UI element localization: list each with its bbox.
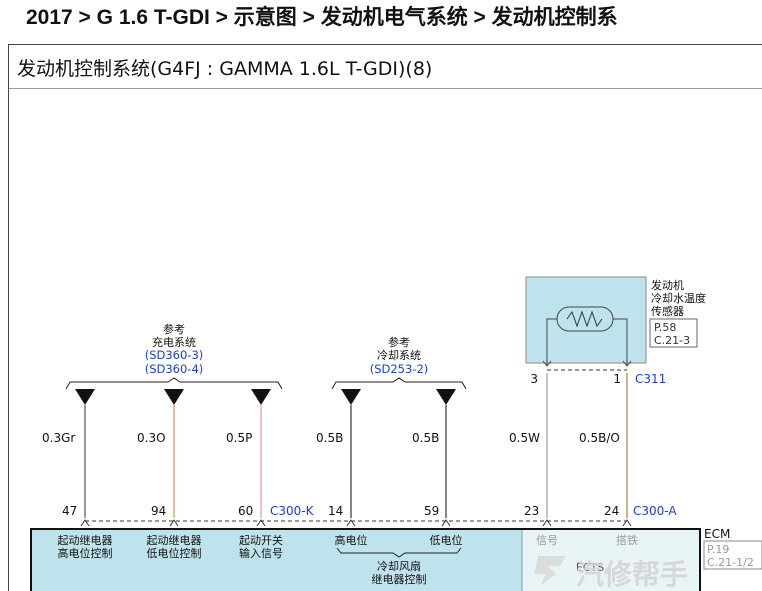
ecm-pin-47-chevron xyxy=(80,519,90,527)
sensor-name-line-3: 传感器 xyxy=(651,305,684,318)
ecm-func-60-line-2: 输入信号 xyxy=(239,546,283,560)
sensor-page: P.58 xyxy=(654,321,676,334)
wire-47-triangle xyxy=(75,389,95,405)
fan-relay-bracket xyxy=(336,547,462,558)
ecm-func-60-line-1: 起动开关 xyxy=(239,533,283,547)
sensor-section: C.21-3 xyxy=(654,334,690,347)
ecm-pin-24-chevron xyxy=(622,519,632,527)
sensor-internal-left xyxy=(546,318,557,366)
wire-14-label: 0.5B xyxy=(316,431,343,445)
ecm-pin-94-chevron xyxy=(169,519,179,527)
diagram-frame xyxy=(8,44,762,591)
ecm-pin-60-chevron xyxy=(256,519,266,527)
watermark-text: 汽修帮手 xyxy=(576,558,688,591)
wire-60-label: 0.5P xyxy=(226,431,252,445)
cooling-ref-link[interactable]: (SD253-2) xyxy=(370,362,429,376)
sensor-name-line-1: 发动机 xyxy=(651,278,684,292)
sensor-internal-right xyxy=(613,318,628,366)
ecm-func-fan-line-1: 冷却风扇 xyxy=(377,559,421,573)
ecm-func-14: 高电位 xyxy=(335,533,368,547)
ecm-pin-23: 23 xyxy=(524,504,539,518)
wire-60-triangle xyxy=(251,389,271,405)
charging-ref-label: 参考 xyxy=(163,322,185,336)
sensor-pin-3: 3 xyxy=(530,372,538,386)
ecm-pin-94: 94 xyxy=(151,504,166,518)
charging-ref-link-2[interactable]: (SD360-4) xyxy=(145,362,204,376)
ecm-func-59: 低电位 xyxy=(430,533,463,547)
ecm-func-23: 信号 xyxy=(536,534,558,547)
title-bar xyxy=(9,45,762,89)
wire-47-label: 0.3Gr xyxy=(42,431,75,445)
wire-14-triangle xyxy=(341,389,361,405)
ecm-pin-14-chevron xyxy=(346,519,356,527)
cooling-ref-label: 参考 xyxy=(388,335,410,349)
watermark: 汽修帮手 xyxy=(534,556,688,591)
charging-ref-bracket xyxy=(65,377,283,390)
cooling-ref-bracket xyxy=(331,377,467,390)
cooling-ref-name: 冷却系统 xyxy=(377,349,421,362)
ecm-func-47-line-2: 高电位控制 xyxy=(58,546,113,560)
sensor-pin-3-chevron xyxy=(542,360,552,367)
wire-59-triangle xyxy=(436,389,456,405)
ecm-pin-59-chevron xyxy=(441,519,451,527)
ecm-pin-60: 60 xyxy=(238,504,253,518)
ecm-pin-47: 47 xyxy=(62,504,77,518)
ecm-section: C.21-1/2 xyxy=(707,556,754,569)
wire-94-label: 0.3O xyxy=(137,431,166,445)
ecm-label: ECM xyxy=(704,527,730,541)
wire-59-label: 0.5B xyxy=(412,431,439,445)
ecm-func-94-line-2: 低电位控制 xyxy=(147,546,202,560)
coolant-temp-sensor-box xyxy=(525,276,647,364)
wire-94-triangle xyxy=(164,389,184,405)
watermark-logo-icon xyxy=(534,556,566,586)
diagram-title: 发动机控制系统(G4FJ : GAMMA 1.6L T-GDI)(8) xyxy=(17,58,433,80)
connector-c300-a[interactable]: C300-A xyxy=(633,504,677,518)
sensor-connector-c311[interactable]: C311 xyxy=(635,372,666,386)
connector-c300-k[interactable]: C300-K xyxy=(270,504,315,518)
ecm-pin-24: 24 xyxy=(604,504,619,518)
sensor-pin-1: 1 xyxy=(613,372,621,386)
ecm-pin-59: 59 xyxy=(424,504,439,518)
ecm-func-fan-line-2: 继电器控制 xyxy=(372,572,427,586)
ecm-page: P.19 xyxy=(707,543,729,556)
breadcrumb: 2017 > G 1.6 T-GDI > 示意图 > 发动机电气系统 > 发动机… xyxy=(26,6,618,29)
sensor-name-line-2: 冷却水温度 xyxy=(651,291,706,305)
sensor-page-box xyxy=(649,318,698,348)
ecm-func-94-line-1: 起动继电器 xyxy=(147,534,202,547)
ecm-func-24: 搭铁 xyxy=(616,534,638,547)
ecm-func-47-line-1: 起动继电器 xyxy=(58,534,113,547)
charging-ref-link-1[interactable]: (SD360-3) xyxy=(145,348,204,362)
wire-24-label: 0.5B/O xyxy=(579,431,620,445)
ecm-pin-23-chevron xyxy=(542,519,552,527)
wire-23-label: 0.5W xyxy=(509,431,540,445)
ecm-pin-14: 14 xyxy=(328,504,343,518)
ects-label: ECTS xyxy=(576,561,604,574)
ecm-page-box xyxy=(703,540,762,570)
sensor-pin-1-chevron xyxy=(622,360,632,367)
charging-ref-name: 充电系统 xyxy=(152,335,196,349)
thermistor-zigzag-icon xyxy=(566,310,603,328)
